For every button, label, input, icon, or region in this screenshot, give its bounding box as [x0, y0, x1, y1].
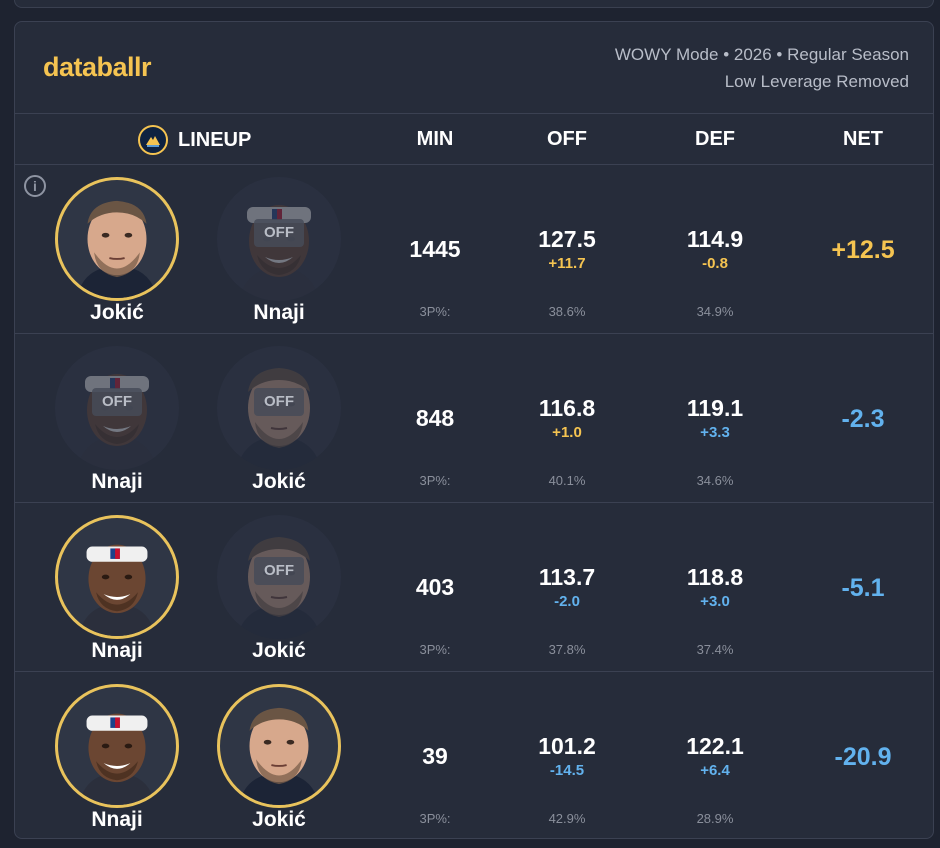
player-avatar[interactable]: OFF [55, 346, 179, 470]
three-point-label: 3P%: [419, 642, 451, 657]
three-point-label: 3P%: [419, 304, 451, 319]
off-rating-delta: +1.0 [552, 424, 582, 441]
def-three-point-pct: 34.9% [696, 304, 734, 319]
player-avatar[interactable] [217, 684, 341, 808]
off-rating: 113.7 -2.0 [539, 564, 595, 614]
three-point-label: 3P%: [419, 811, 451, 826]
databallr-logo[interactable]: databallr [43, 52, 152, 82]
player-name: Jokić [252, 470, 306, 493]
lineup-player[interactable]: Jokić [55, 177, 181, 337]
lineup-player[interactable]: Nnaji [55, 515, 181, 675]
lineup-header-label: LINEUP [178, 128, 252, 151]
player-name: Nnaji [91, 808, 143, 831]
player-avatar[interactable] [55, 515, 179, 639]
nuggets-logo-icon [138, 125, 168, 155]
net-rating-value: -20.9 [834, 743, 892, 771]
player-name: Jokić [252, 639, 306, 662]
off-rating-value: 116.8 [538, 395, 596, 421]
player-name: Nnaji [91, 639, 143, 662]
player-name: Jokić [90, 301, 144, 324]
off-rating: 116.8 +1.0 [539, 395, 595, 445]
off-three-point-pct: 40.1% [548, 473, 586, 488]
minutes-value: 403 [415, 574, 455, 600]
def-rating-value: 114.9 [686, 226, 744, 252]
previous-card-edge [14, 0, 934, 8]
card-header: databallr WOWY Mode • 2026 • Regular Sea… [15, 22, 933, 114]
lineup-player[interactable]: OFF Nnaji [55, 346, 181, 506]
player-avatar[interactable] [55, 177, 179, 301]
minutes-value: 848 [415, 405, 455, 431]
def-rating: 118.8 +3.0 [687, 564, 743, 614]
minutes-value: 39 [422, 743, 448, 769]
off-rating-value: 113.7 [538, 564, 596, 590]
off-rating-delta: -2.0 [554, 593, 580, 610]
min-header[interactable]: MIN [416, 128, 454, 150]
off-court-badge: OFF [92, 388, 142, 416]
wowy-card: databallr WOWY Mode • 2026 • Regular Sea… [14, 21, 934, 839]
lineup-player[interactable]: Nnaji [55, 684, 181, 838]
net-rating-value: -5.1 [841, 574, 885, 602]
off-rating-delta: +11.7 [548, 255, 586, 272]
minutes-value: 1445 [409, 236, 461, 262]
def-rating-delta: +3.3 [700, 424, 730, 441]
off-header[interactable]: OFF [547, 128, 587, 150]
def-rating-value: 122.1 [686, 733, 744, 759]
mode-info: WOWY Mode • 2026 • Regular Season Low Le… [615, 41, 909, 95]
off-rating-delta: -14.5 [549, 762, 585, 779]
net-rating-value: -2.3 [841, 405, 885, 433]
lineup-row[interactable]: Nnaji Jokić 39 101.2 -14.5 122.1 +6.4 -20.9 3P%:… [15, 672, 933, 838]
player-name: Jokić [252, 808, 306, 831]
off-rating-value: 101.2 [538, 733, 596, 759]
off-rating-value: 127.5 [538, 226, 596, 252]
lineup-header: LINEUP [138, 125, 251, 155]
lineup-row[interactable]: OFF Nnaji OFF Jokić 848 116.8 +1.0 119.1 +3.3 -2.… [15, 334, 933, 503]
player-avatar[interactable] [55, 684, 179, 808]
net-header[interactable]: NET [843, 128, 883, 150]
lineup-player[interactable]: OFF Jokić [217, 346, 343, 506]
mode-line-1: WOWY Mode • 2026 • Regular Season [614, 45, 909, 64]
lineup-row[interactable]: i Jokić OFF Nnaji 1445 127.5 +11.7 114.9 -0.8 +12… [15, 165, 933, 334]
info-icon[interactable]: i [24, 175, 46, 197]
def-rating-value: 118.8 [686, 564, 744, 590]
lineup-player[interactable]: Jokić [217, 684, 343, 838]
player-avatar[interactable]: OFF [217, 177, 341, 301]
player-name: Nnaji [253, 301, 305, 324]
def-header[interactable]: DEF [695, 128, 735, 150]
def-rating: 122.1 +6.4 [686, 733, 744, 783]
def-rating-delta: +6.4 [700, 762, 730, 779]
off-court-badge: OFF [254, 388, 304, 416]
def-three-point-pct: 28.9% [696, 811, 734, 826]
lineup-row[interactable]: Nnaji OFF Jokić 403 113.7 -2.0 118.8 +3.0 -5.1 3P… [15, 503, 933, 672]
off-court-badge: OFF [254, 219, 304, 247]
off-rating: 127.5 +11.7 [538, 226, 596, 276]
mode-line-2: Low Leverage Removed [724, 72, 909, 91]
player-name: Nnaji [91, 470, 143, 493]
off-rating: 101.2 -14.5 [538, 733, 596, 783]
off-three-point-pct: 38.6% [548, 304, 586, 319]
def-three-point-pct: 37.4% [696, 642, 734, 657]
def-rating: 119.1 +3.3 [687, 395, 743, 445]
three-point-label: 3P%: [419, 473, 451, 488]
def-rating-delta: -0.8 [702, 255, 728, 272]
column-header: LINEUP MIN OFF DEF NET [15, 114, 933, 165]
def-rating-delta: +3.0 [700, 593, 730, 610]
lineup-player[interactable]: OFF Nnaji [217, 177, 343, 337]
off-three-point-pct: 42.9% [548, 811, 586, 826]
off-court-badge: OFF [254, 557, 304, 585]
player-avatar[interactable]: OFF [217, 346, 341, 470]
def-three-point-pct: 34.6% [696, 473, 734, 488]
net-rating-value: +12.5 [831, 236, 895, 264]
player-avatar[interactable]: OFF [217, 515, 341, 639]
off-three-point-pct: 37.8% [548, 642, 586, 657]
def-rating-value: 119.1 [686, 395, 744, 421]
def-rating: 114.9 -0.8 [687, 226, 743, 276]
lineup-player[interactable]: OFF Jokić [217, 515, 343, 675]
